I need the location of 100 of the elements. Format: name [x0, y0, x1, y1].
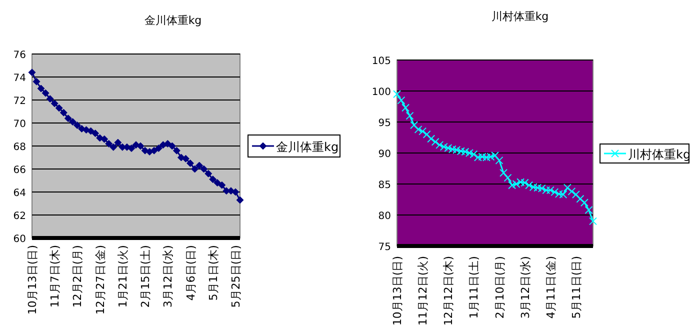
point: [100, 135, 108, 143]
point: [46, 95, 54, 103]
point: [168, 142, 176, 150]
point: [534, 184, 542, 192]
point: [504, 174, 512, 182]
point: [114, 138, 122, 146]
point: [456, 147, 465, 156]
y-tick-label: 75: [378, 242, 391, 253]
point: [436, 140, 444, 149]
point: [55, 104, 63, 112]
point: [191, 165, 199, 173]
x-tick-label: 12月2日(月): [71, 245, 84, 308]
point: [204, 170, 212, 178]
y-tick-label: 66: [13, 165, 26, 176]
point: [406, 112, 414, 120]
x-tick-label: 5月11日(日): [570, 256, 583, 319]
point: [73, 122, 81, 130]
point: [236, 196, 244, 204]
point: [182, 154, 190, 162]
x-tick-label: 2月15日(土): [139, 245, 152, 308]
point: [422, 130, 431, 138]
point: [105, 140, 113, 148]
point: [525, 181, 534, 190]
point: [559, 190, 568, 199]
point: [87, 127, 95, 135]
point: [482, 153, 490, 162]
x-tick-label: 1月21日(火): [116, 245, 130, 308]
point: [431, 138, 440, 146]
point: [393, 90, 401, 98]
point: [42, 89, 50, 97]
point: [500, 168, 508, 177]
point: [576, 194, 584, 203]
y-tick-label: 60: [13, 234, 26, 245]
point: [200, 165, 208, 173]
x-tick-label: 3月12日(水): [162, 245, 175, 308]
x-tick-label: 12月12日(木): [442, 256, 456, 326]
point: [196, 162, 204, 170]
point: [128, 144, 136, 152]
point: [546, 186, 554, 194]
point: [402, 104, 410, 112]
point: [516, 178, 525, 186]
point: [92, 130, 100, 138]
point: [214, 179, 222, 187]
point: [568, 187, 576, 196]
point: [414, 125, 422, 134]
y-tick-label: 62: [13, 211, 26, 222]
point: [37, 84, 45, 92]
y-tick-label: 76: [13, 50, 26, 61]
point: [465, 149, 474, 157]
point: [542, 186, 550, 194]
point: [60, 108, 68, 116]
y-tick-label: 100: [372, 87, 391, 98]
point: [64, 114, 72, 122]
point: [512, 180, 520, 188]
x-tick-label: 1月11日(土): [468, 256, 481, 319]
y-tick-label: 90: [378, 149, 391, 160]
y-tick-label: 80: [378, 211, 391, 222]
point: [520, 178, 529, 187]
point: [50, 100, 58, 108]
point: [146, 148, 154, 156]
point: [470, 150, 478, 158]
point: [554, 190, 563, 198]
point: [154, 144, 162, 152]
point: [508, 181, 516, 190]
point: [136, 142, 144, 150]
x-tick-label: 5月1日(木): [206, 245, 220, 301]
y-tick-label: 64: [13, 188, 26, 199]
y-tick-label: 72: [13, 96, 26, 107]
point: [186, 160, 194, 167]
point: [218, 181, 226, 189]
point: [448, 145, 456, 154]
point: [572, 190, 580, 199]
point: [150, 146, 158, 154]
x-tick-label: 11月12日(火): [416, 256, 430, 326]
y-tick-label: 105: [372, 56, 391, 67]
y-tick-label: 85: [378, 180, 391, 191]
x-tick-label: 3月12日(水): [518, 256, 532, 319]
y-tick-label: 95: [378, 118, 391, 129]
point: [491, 151, 499, 160]
point: [68, 118, 76, 126]
point: [440, 142, 448, 151]
x-tick-label: 2月10日(月): [493, 256, 506, 319]
point: [529, 183, 538, 192]
point: [427, 134, 436, 143]
point: [110, 143, 118, 151]
point: [589, 217, 597, 226]
point: [478, 152, 486, 161]
x-tick-label: 11月7日(木): [48, 245, 62, 308]
chart-title: 金川体重kg: [144, 14, 202, 27]
point: [28, 68, 36, 76]
point: [584, 206, 593, 214]
point: [32, 78, 40, 86]
point: [209, 176, 217, 184]
point: [232, 188, 240, 196]
x-tick-label: 12月27日(金): [94, 245, 107, 315]
x-tick-label: 10月13日(日): [26, 245, 39, 315]
y-tick-label: 74: [13, 73, 26, 84]
point: [444, 144, 452, 152]
point: [563, 184, 572, 192]
x-tick-label: 5月25日(日): [229, 245, 242, 308]
